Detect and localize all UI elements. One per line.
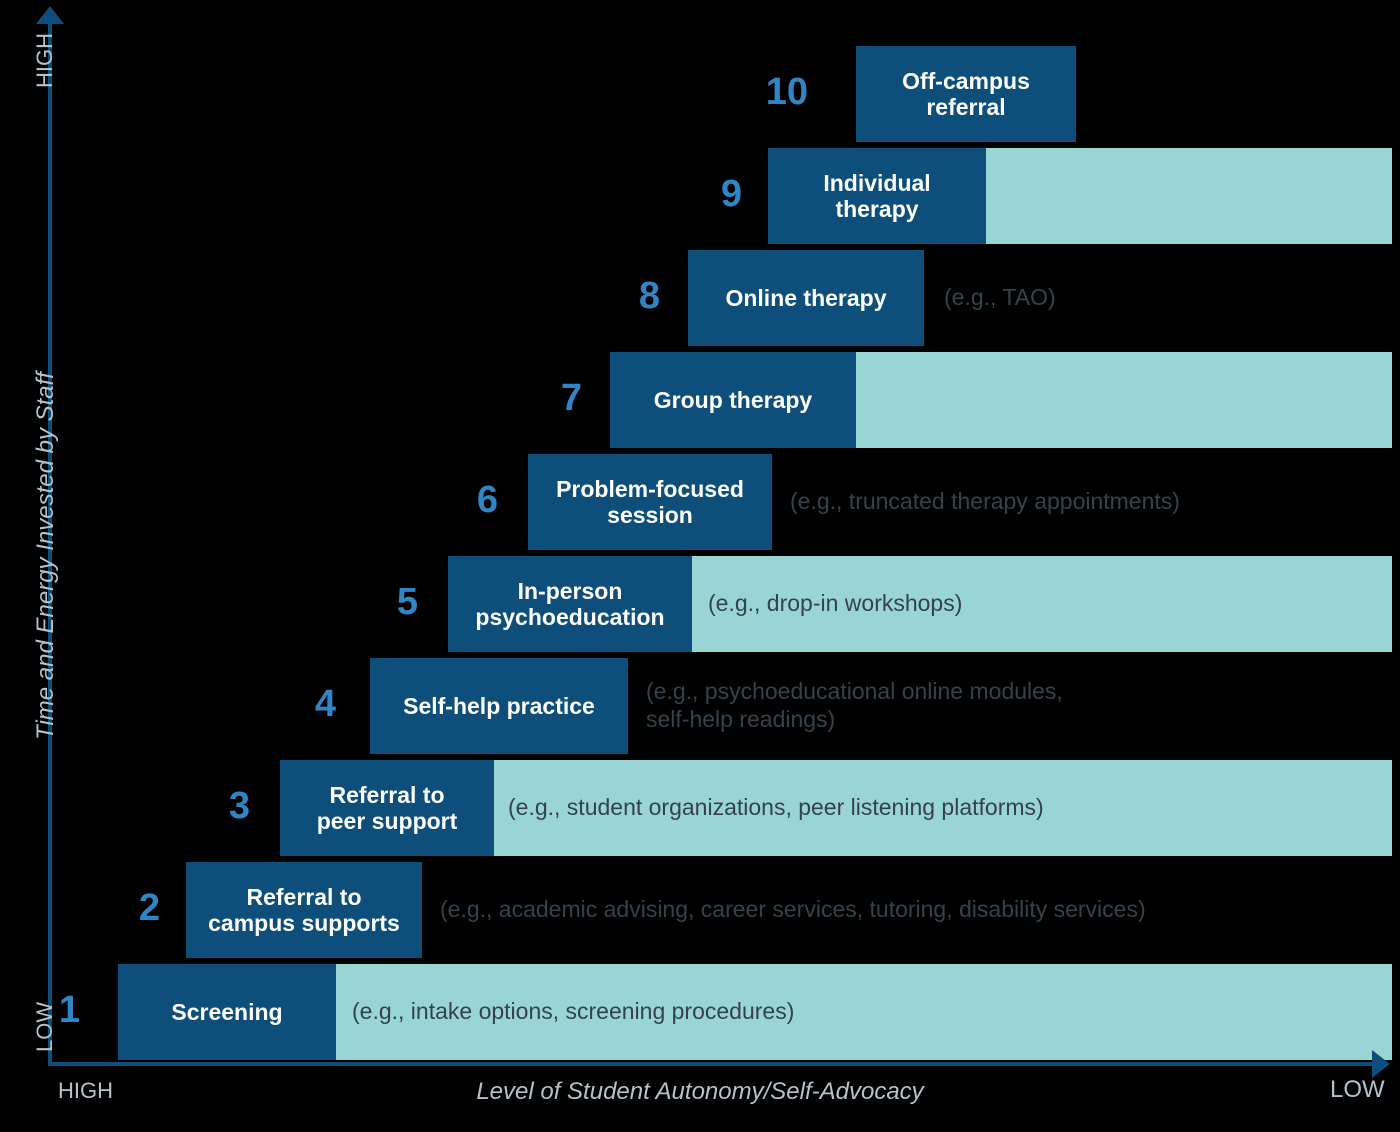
step-box-7: Group therapy [610,352,856,448]
x-axis [48,1062,1376,1066]
step-number-5: 5 [358,581,418,624]
step-box-2: Referral tocampus supports [186,862,422,958]
step-number-7: 7 [522,377,582,420]
step-box-8: Online therapy [688,250,924,346]
step-number-2: 2 [100,887,160,930]
step-box-3: Referral topeer support [280,760,494,856]
step-desc-8: (e.g., TAO) [944,250,1382,346]
step-box-9: Individualtherapy [768,148,986,244]
teal-bar-9 [986,148,1392,244]
step-box-5: In-personpsychoeducation [448,556,692,652]
step-desc-1: (e.g., intake options, screening procedu… [352,964,1382,1060]
step-number-9: 9 [682,173,742,216]
y-axis-label: Time and Energy Invested by Staff [32,372,60,740]
step-desc-2: (e.g., academic advising, career service… [440,862,1382,958]
step-box-10: Off-campusreferral [856,46,1076,142]
y-axis-arrow [36,6,64,24]
y-tick-low: LOW [32,1002,58,1052]
step-box-6: Problem-focusedsession [528,454,772,550]
step-desc-3: (e.g., student organizations, peer liste… [508,760,1382,856]
x-axis-label: Level of Student Autonomy/Self-Advocacy [440,1078,960,1106]
step-box-1: Screening [118,964,336,1060]
step-desc-5: (e.g., drop-in workshops) [708,556,1382,652]
step-number-10: 10 [748,71,808,114]
x-tick-low: LOW [1330,1076,1385,1104]
step-number-4: 4 [276,683,336,726]
y-tick-high: HIGH [32,33,58,88]
step-box-4: Self-help practice [370,658,628,754]
step-number-8: 8 [600,275,660,318]
x-tick-high: HIGH [58,1078,113,1104]
teal-bar-7 [856,352,1392,448]
step-number-3: 3 [190,785,250,828]
step-desc-6: (e.g., truncated therapy appointments) [790,454,1382,550]
step-number-6: 6 [438,479,498,522]
diagram-stage: 1Screening(e.g., intake options, screeni… [0,0,1400,1132]
x-axis-arrow [1372,1050,1390,1078]
step-desc-4: (e.g., psychoeducational online modules,… [646,658,1382,754]
